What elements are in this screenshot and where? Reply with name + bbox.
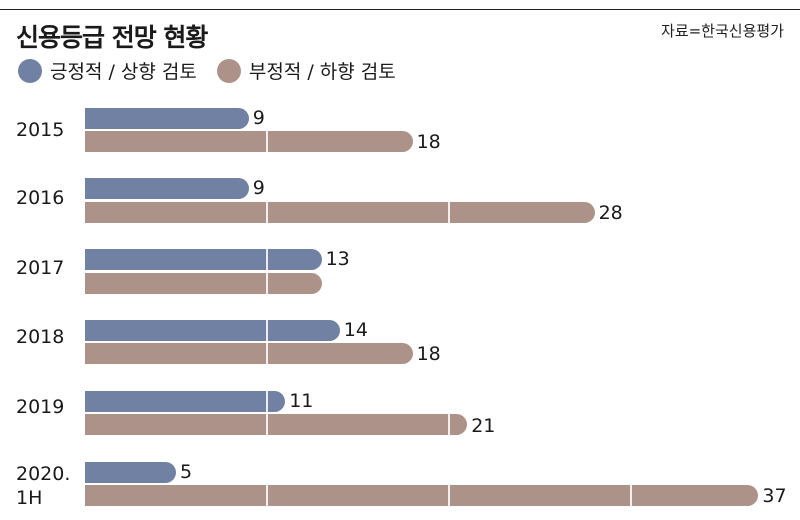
legend-item-negative: 부정적 / 하향 검토 [216, 57, 396, 84]
bar-negative [85, 273, 322, 294]
chart-title: 신용등급 전망 현황 [16, 23, 208, 52]
bar-positive [85, 178, 249, 199]
bar-positive [85, 320, 340, 341]
value-label-positive: 13 [325, 248, 350, 270]
value-label-negative: 28 [598, 202, 623, 224]
value-label-positive: 14 [343, 319, 368, 341]
gridline [266, 414, 268, 435]
gridline [266, 485, 268, 506]
value-label-negative: 37 [762, 485, 787, 507]
gridline [266, 273, 268, 294]
gridline [448, 202, 450, 223]
year-label-sub: 1H [16, 487, 43, 509]
bar-positive [85, 249, 322, 270]
legend-dot-negative-icon [216, 58, 241, 83]
gridline [448, 485, 450, 506]
bar-positive [85, 462, 176, 483]
bar-negative [85, 414, 468, 435]
legend-dot-positive-icon [18, 58, 42, 83]
year-label: 2016 [16, 187, 65, 209]
gridline [266, 202, 268, 223]
legend-label-negative: 부정적 / 하향 검토 [248, 61, 396, 83]
value-label-negative: 21 [471, 415, 496, 437]
value-label-positive: 11 [289, 390, 314, 412]
value-label-positive: 9 [252, 107, 265, 129]
gridline [266, 343, 268, 364]
bar-negative [85, 485, 759, 506]
gridline [266, 320, 268, 341]
bar-negative [85, 131, 413, 152]
legend-item-positive: 긍정적 / 상향 검토 [18, 57, 197, 84]
year-label: 2019 [16, 396, 65, 418]
gridline [448, 414, 450, 435]
year-label: 2018 [16, 326, 65, 348]
gridline [266, 131, 268, 152]
value-label-negative: 18 [416, 343, 441, 365]
legend: 긍정적 / 상향 검토 부정적 / 하향 검토 [18, 57, 416, 84]
value-label-negative: 18 [416, 131, 441, 153]
year-label: 2020. [16, 463, 71, 485]
year-label: 2017 [16, 257, 65, 279]
bar-positive [85, 108, 249, 129]
bar-positive [85, 391, 286, 412]
value-label-positive: 9 [252, 177, 265, 199]
gridline [266, 391, 268, 412]
gridline [266, 249, 268, 270]
bar-negative [85, 202, 595, 223]
year-label: 2015 [16, 119, 65, 141]
source-note: 자료=한국신용평가 [661, 22, 784, 40]
bar-negative [85, 343, 413, 364]
gridline [630, 485, 632, 506]
top-rule [0, 9, 800, 10]
legend-label-positive: 긍정적 / 상향 검토 [50, 61, 197, 83]
value-label-positive: 5 [180, 461, 193, 483]
